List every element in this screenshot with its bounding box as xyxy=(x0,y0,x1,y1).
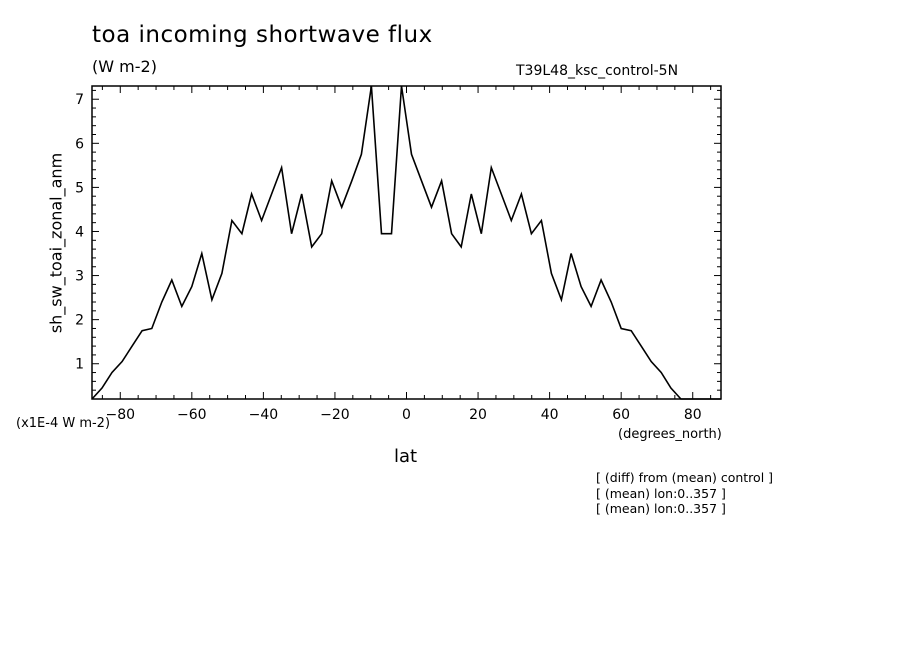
x-tick-label: −20 xyxy=(320,407,350,423)
run-label: T39L48_ksc_control-5N xyxy=(516,63,679,79)
x-tick-label: −60 xyxy=(177,407,207,423)
tick-labels: −80 −60 −40 −20 0 20 40 60 80 1 2 3 4 5 6 7 xyxy=(75,92,702,423)
chart-title: toa incoming shortwave flux xyxy=(92,22,433,48)
annotation-note: [ (mean) lon:0..357 ] xyxy=(596,485,726,501)
y-scale-note: (x1E-4 W m-2) xyxy=(16,416,111,431)
y-tick-label: 4 xyxy=(75,224,84,240)
series-line xyxy=(91,85,721,400)
x-tick-label: 60 xyxy=(612,407,630,423)
y-tick-label: 7 xyxy=(75,92,84,108)
x-axis-units: (degrees_north) xyxy=(618,427,722,442)
annotation-note: [ (diff) from (mean) control ] xyxy=(596,470,774,485)
annotation-note: [ (mean) lon:0..357 ] xyxy=(596,501,726,516)
x-axis-label: lat xyxy=(394,446,418,467)
x-tick-label: −40 xyxy=(249,407,279,423)
x-tick-label: −80 xyxy=(105,407,135,423)
y-tick-label: 6 xyxy=(75,136,84,152)
y-tick-label: 3 xyxy=(75,269,84,285)
x-tick-label: 80 xyxy=(684,407,702,423)
x-tick-label: 40 xyxy=(541,407,559,423)
y-tick-label: 5 xyxy=(75,180,84,196)
axis-ticks xyxy=(92,86,721,400)
plot-frame xyxy=(91,85,722,400)
annotation-notes: [ (diff) from (mean) control ] [ (mean) … xyxy=(596,470,773,517)
y-tick-label: 1 xyxy=(75,357,84,373)
x-tick-label: 0 xyxy=(402,407,411,423)
x-tick-label: 20 xyxy=(469,407,487,423)
y-tick-label: 2 xyxy=(75,313,84,329)
chart-subtitle: (W m-2) xyxy=(92,57,157,76)
